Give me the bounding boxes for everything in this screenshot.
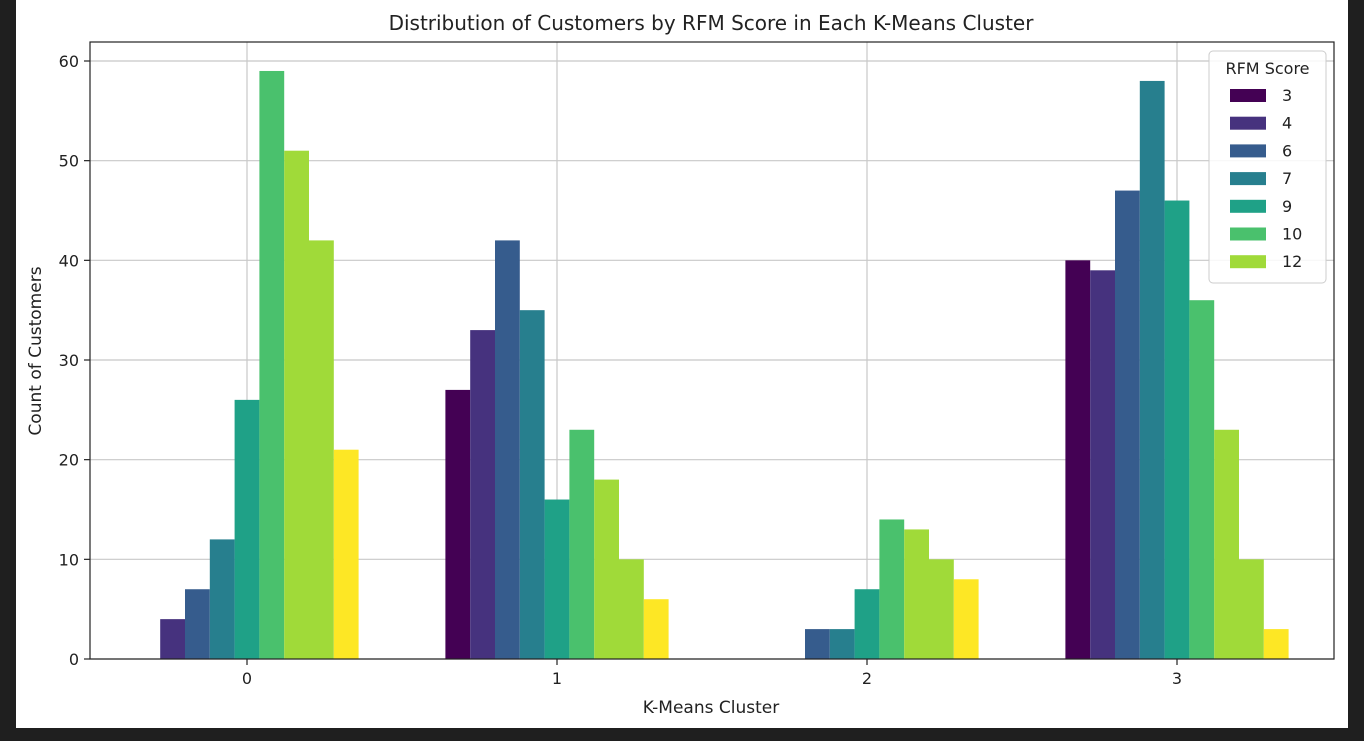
y-axis-label: Count of Customers bbox=[26, 266, 46, 435]
bar bbox=[284, 150, 309, 659]
bar bbox=[333, 449, 359, 659]
legend-label: 9 bbox=[1282, 197, 1292, 216]
bar bbox=[643, 599, 669, 659]
legend: RFM Score 3 4 6 7 9 10 12 bbox=[1208, 50, 1327, 284]
legend-swatch bbox=[1230, 172, 1266, 186]
bar bbox=[1065, 260, 1091, 659]
bars-group bbox=[160, 70, 1289, 660]
bar bbox=[1263, 629, 1289, 659]
legend-label: 7 bbox=[1282, 169, 1292, 188]
y-axis-ticks: 0 10 20 30 40 50 60 bbox=[59, 52, 90, 669]
bar bbox=[1164, 200, 1190, 659]
bar bbox=[953, 579, 979, 659]
bar bbox=[160, 619, 185, 659]
legend-swatch bbox=[1230, 227, 1266, 241]
bar bbox=[854, 589, 880, 659]
bar bbox=[805, 629, 830, 659]
bar bbox=[569, 429, 595, 659]
legend-swatch bbox=[1230, 89, 1266, 102]
x-tick-label: 1 bbox=[552, 669, 562, 688]
bar bbox=[1115, 190, 1140, 659]
y-tick-label: 0 bbox=[69, 650, 79, 669]
bar bbox=[929, 559, 954, 659]
legend-box bbox=[1208, 50, 1327, 284]
chart-title: Distribution of Customers by RFM Score i… bbox=[389, 11, 1035, 35]
plot-frame bbox=[89, 41, 1335, 660]
y-tick-label: 40 bbox=[59, 251, 79, 270]
legend-label: 10 bbox=[1282, 225, 1302, 244]
legend-swatch bbox=[1230, 255, 1266, 269]
x-tick-label: 2 bbox=[862, 669, 872, 688]
bar bbox=[829, 629, 855, 659]
x-tick-label: 3 bbox=[1172, 669, 1182, 688]
bar bbox=[619, 559, 644, 659]
x-tick-label: 0 bbox=[242, 669, 252, 688]
legend-label: 12 bbox=[1282, 252, 1302, 271]
x-axis-ticks: 0 1 2 3 bbox=[242, 659, 1182, 688]
y-tick-label: 20 bbox=[59, 451, 79, 470]
bar bbox=[1139, 80, 1165, 660]
bar bbox=[234, 399, 260, 659]
bar bbox=[470, 330, 495, 659]
legend-label: 3 bbox=[1282, 86, 1292, 105]
bar bbox=[185, 589, 210, 659]
bar bbox=[879, 519, 905, 659]
bar bbox=[1189, 300, 1215, 659]
bar bbox=[594, 479, 619, 659]
legend-label: 6 bbox=[1282, 141, 1292, 160]
y-tick-label: 50 bbox=[59, 152, 79, 171]
bar bbox=[544, 499, 570, 659]
y-tick-label: 60 bbox=[59, 52, 79, 71]
bar bbox=[1239, 559, 1264, 659]
bar bbox=[209, 539, 235, 659]
bar bbox=[1214, 429, 1239, 659]
bar bbox=[445, 389, 471, 659]
bar bbox=[904, 529, 929, 659]
legend-swatch bbox=[1230, 116, 1266, 130]
legend-label: 4 bbox=[1282, 114, 1292, 133]
legend-swatch bbox=[1230, 144, 1266, 158]
legend-swatch bbox=[1230, 199, 1266, 213]
bar bbox=[519, 310, 545, 659]
y-tick-label: 10 bbox=[59, 550, 79, 569]
bar bbox=[259, 70, 285, 660]
x-axis-label: K-Means Cluster bbox=[643, 698, 779, 718]
y-tick-label: 30 bbox=[59, 351, 79, 370]
bar bbox=[309, 240, 334, 659]
legend-title: RFM Score bbox=[1225, 59, 1309, 78]
bar bbox=[495, 240, 520, 659]
bar bbox=[1090, 270, 1115, 659]
